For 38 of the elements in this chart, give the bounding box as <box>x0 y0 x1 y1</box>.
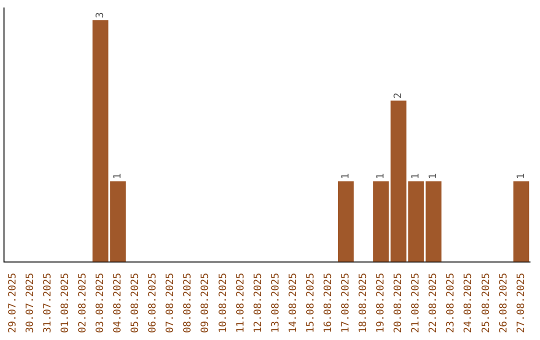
x-tick-label: 29.07.2025 <box>7 272 18 334</box>
x-tick-label: 20.08.2025 <box>393 272 404 334</box>
data-label: 2 <box>393 92 404 99</box>
x-tick-label: 16.08.2025 <box>322 272 334 334</box>
x-tick-label: 14.08.2025 <box>288 272 299 334</box>
x-tick-label: 10.08.2025 <box>218 272 229 334</box>
data-label: 1 <box>340 173 352 180</box>
x-tick-label: 04.08.2025 <box>112 272 124 334</box>
x-tick-label: 13.08.2025 <box>270 272 282 334</box>
x-tick-label: 05.08.2025 <box>130 272 142 334</box>
data-label: 1 <box>516 173 527 180</box>
data-label: 1 <box>112 173 124 180</box>
x-tick-label: 11.08.2025 <box>235 272 246 334</box>
x-tick-label: 17.08.2025 <box>340 272 352 334</box>
data-label: 3 <box>95 12 106 18</box>
x-tick-label: 18.08.2025 <box>358 272 370 334</box>
x-tick-label: 19.08.2025 <box>376 272 387 334</box>
x-tick-label: 31.07.2025 <box>42 272 54 334</box>
x-tick-label: 27.08.2025 <box>516 272 527 334</box>
x-tick-label: 07.08.2025 <box>165 272 176 334</box>
x-tick-label: 25.08.2025 <box>480 272 492 334</box>
x-tick-label: 09.08.2025 <box>200 272 212 334</box>
x-tick-label: 08.08.2025 <box>182 272 194 334</box>
data-label: 1 <box>410 173 422 180</box>
x-tick-label: 01.08.2025 <box>60 272 71 334</box>
x-tick-label: 02.08.2025 <box>77 272 88 334</box>
x-tick-label: 12.08.2025 <box>252 272 264 334</box>
x-tick-label: 24.08.2025 <box>463 272 474 334</box>
x-tick-label: 26.08.2025 <box>498 272 510 334</box>
x-tick-label: 30.07.2025 <box>24 272 36 334</box>
data-label: 1 <box>376 173 387 180</box>
x-tick-label: 06.08.2025 <box>148 272 159 334</box>
x-tick-label: 22.08.2025 <box>428 272 440 334</box>
x-tick-label: 23.08.2025 <box>446 272 457 334</box>
x-tick-label: 21.08.2025 <box>410 272 422 334</box>
x-tick-label: 03.08.2025 <box>95 272 106 334</box>
x-tick-label: 15.08.2025 <box>305 272 316 334</box>
data-label: 1 <box>428 173 440 180</box>
